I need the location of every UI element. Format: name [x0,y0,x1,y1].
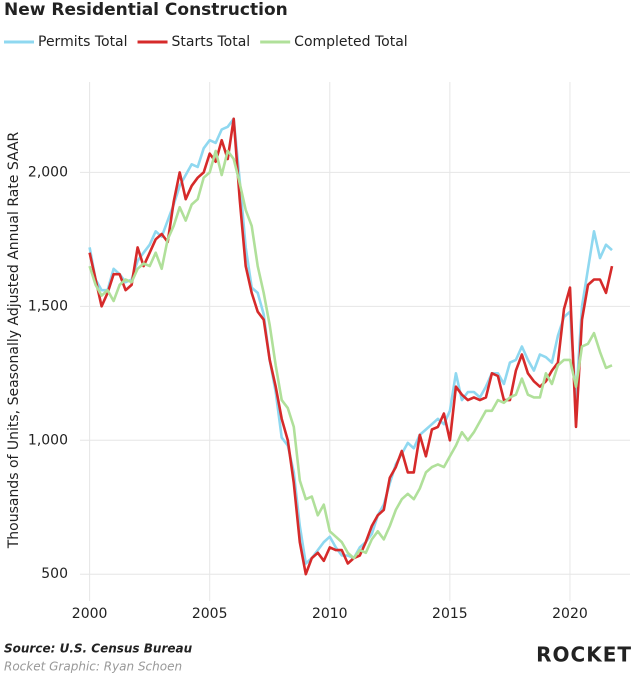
chart-title: New Residential Construction [4,0,288,20]
series-line [88,149,613,560]
legend-label: Permits Total [38,34,128,50]
series-line [88,117,614,576]
y-tick-label: 1,000 [28,432,68,448]
y-tick-label: 2,000 [28,164,68,180]
legend-label: Starts Total [172,34,251,50]
y-tick-label: 500 [41,566,68,582]
source: Source: U.S. Census Bureau [4,642,193,656]
x-tick-label: 2010 [312,606,348,622]
x-tick-label: 2000 [72,606,108,622]
brand-logo: ROCKET [536,643,632,667]
credit: Rocket Graphic: Ryan Schoen [4,660,182,674]
y-tick-label: 1,500 [28,298,68,314]
series-line [88,117,613,565]
y-axis-label: Thousands of Units, Seasonally Adjusted … [6,131,22,549]
x-tick-label: 2005 [192,606,228,622]
legend-label: Completed Total [294,34,408,50]
x-tick-label: 2020 [552,606,588,622]
x-tick-label: 2015 [432,606,468,622]
